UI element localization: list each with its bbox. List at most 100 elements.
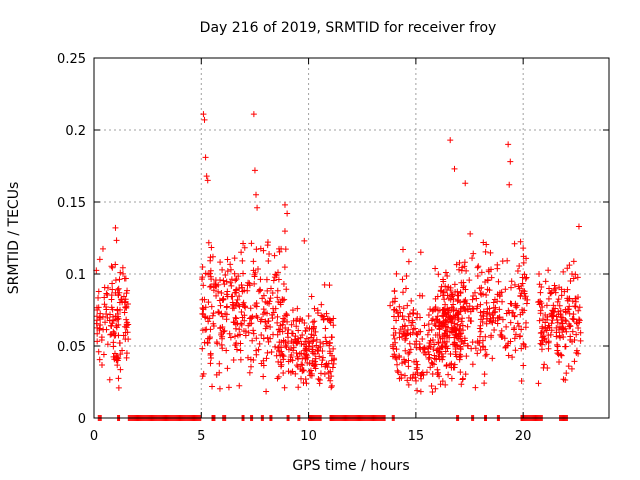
- data-point: [312, 365, 319, 372]
- data-point: [537, 330, 544, 337]
- data-point: [308, 293, 315, 300]
- data-point: [323, 360, 330, 367]
- data-point: [317, 370, 324, 377]
- x-tick-label: 10: [300, 429, 317, 444]
- data-point: [431, 341, 438, 348]
- data-point: [562, 377, 569, 384]
- data-point: [202, 326, 209, 333]
- data-point: [224, 256, 231, 263]
- data-point: [199, 305, 206, 312]
- data-point: [328, 382, 335, 389]
- data-point: [231, 255, 238, 262]
- data-point: [494, 291, 501, 298]
- data-point: [566, 303, 573, 310]
- data-point: [464, 342, 471, 349]
- data-point: [301, 237, 308, 244]
- data-point: [200, 306, 207, 313]
- data-point: [289, 307, 296, 314]
- data-point: [232, 277, 239, 284]
- data-point: [541, 361, 548, 368]
- data-point: [483, 351, 490, 358]
- data-point: [238, 321, 245, 328]
- data-point: [99, 313, 106, 320]
- data-point: [413, 358, 420, 365]
- data-point: [520, 245, 527, 252]
- data-point: [107, 331, 114, 338]
- data-point: [238, 249, 245, 256]
- data-point: [412, 325, 419, 332]
- data-point: [291, 336, 298, 343]
- data-point: [217, 325, 224, 332]
- data-point: [462, 180, 469, 187]
- data-point: [280, 353, 287, 360]
- data-point: [119, 264, 126, 271]
- data-point: [440, 306, 447, 313]
- data-point: [325, 374, 332, 381]
- data-point: [396, 303, 403, 310]
- data-point: [267, 295, 274, 302]
- data-point: [498, 289, 505, 296]
- data-point: [207, 352, 214, 359]
- data-point: [458, 381, 465, 388]
- data-point: [261, 309, 268, 316]
- data-point: [226, 330, 233, 337]
- data-point: [232, 314, 239, 321]
- data-point: [98, 362, 105, 369]
- data-point: [121, 299, 128, 306]
- data-point: [539, 325, 546, 332]
- data-point: [111, 350, 118, 357]
- data-point: [454, 288, 461, 295]
- data-point: [522, 295, 529, 302]
- data-point: [123, 290, 130, 297]
- data-point: [413, 344, 420, 351]
- data-point: [285, 340, 292, 347]
- data-point: [101, 301, 108, 308]
- data-point: [558, 324, 565, 331]
- data-point: [201, 116, 208, 123]
- data-point: [482, 278, 489, 285]
- data-point: [402, 285, 409, 292]
- data-point: [502, 286, 509, 293]
- data-point: [400, 246, 406, 253]
- data-point: [426, 327, 433, 334]
- data-point: [241, 317, 248, 324]
- data-point: [408, 322, 415, 329]
- data-point: [505, 141, 512, 148]
- data-point: [518, 290, 525, 297]
- data-point: [465, 314, 472, 321]
- data-point: [535, 380, 542, 387]
- data-point: [494, 261, 501, 268]
- data-point: [556, 358, 563, 365]
- data-point: [225, 384, 232, 391]
- data-point: [455, 309, 462, 316]
- data-point: [240, 270, 247, 277]
- data-point: [577, 329, 584, 336]
- data-point: [123, 316, 130, 323]
- data-point: [199, 263, 206, 270]
- data-point: [210, 310, 217, 317]
- data-point: [436, 307, 443, 314]
- data-point: [462, 337, 469, 344]
- data-point: [263, 355, 270, 362]
- data-point: [508, 278, 515, 285]
- data-point: [300, 367, 307, 374]
- x-axis: 0 5 10 15 20: [90, 58, 531, 444]
- data-point: [120, 270, 127, 277]
- data-point: [117, 366, 124, 373]
- data-point: [461, 259, 468, 266]
- data-point: [474, 264, 481, 271]
- data-point: [95, 304, 102, 311]
- data-point: [545, 345, 552, 352]
- y-tick-label: 0.1: [65, 268, 86, 283]
- data-point: [402, 322, 409, 329]
- data-point: [120, 332, 127, 339]
- data-point: [123, 304, 130, 311]
- data-point: [299, 331, 306, 338]
- data-point: [448, 375, 455, 382]
- data-point: [253, 246, 260, 253]
- data-point: [108, 296, 115, 303]
- data-point: [278, 344, 285, 351]
- data-point: [473, 305, 480, 312]
- data-point: [536, 301, 543, 308]
- data-point: [209, 383, 216, 390]
